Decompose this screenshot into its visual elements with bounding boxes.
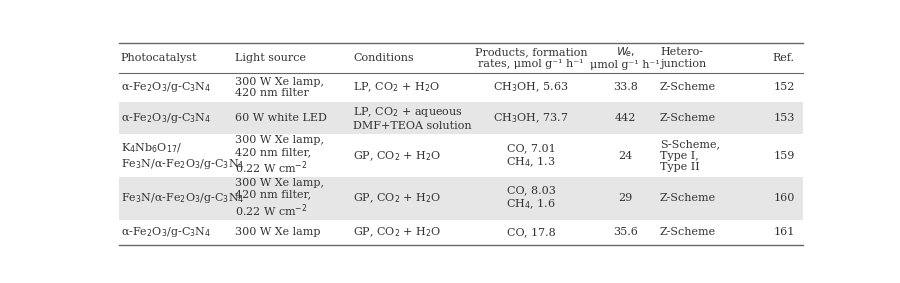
Text: 159: 159	[773, 151, 795, 161]
Text: 153: 153	[773, 113, 795, 123]
Text: Z-Scheme: Z-Scheme	[660, 193, 716, 203]
Text: Z-Scheme: Z-Scheme	[660, 228, 716, 237]
Text: Photocatalyst: Photocatalyst	[121, 53, 197, 63]
Text: α-Fe$_2$O$_3$/g-C$_3$N$_4$: α-Fe$_2$O$_3$/g-C$_3$N$_4$	[121, 226, 212, 239]
Text: 152: 152	[773, 82, 795, 93]
Bar	[120, 102, 803, 134]
Bar	[120, 177, 803, 220]
Text: 29: 29	[618, 193, 633, 203]
Text: LP, CO$_2$ + aqueous
DMF+TEOA solution: LP, CO$_2$ + aqueous DMF+TEOA solution	[353, 106, 472, 131]
Text: CO, 8.03
CH$_4$, 1.6: CO, 8.03 CH$_4$, 1.6	[506, 186, 556, 211]
Text: 35.6: 35.6	[613, 228, 637, 237]
Text: 24: 24	[618, 151, 633, 161]
Text: 161: 161	[773, 228, 795, 237]
Text: 60 W white LED: 60 W white LED	[235, 113, 327, 123]
Text: GP, CO$_2$ + H$_2$O: GP, CO$_2$ + H$_2$O	[353, 226, 442, 239]
Text: 33.8: 33.8	[613, 82, 637, 93]
Text: Products, formation
rates, μmol g⁻¹ h⁻¹: Products, formation rates, μmol g⁻¹ h⁻¹	[474, 47, 588, 68]
Text: Z-Scheme: Z-Scheme	[660, 82, 716, 93]
Text: $\mathit{W}_{\!\mathit{e}},$
μmol g⁻¹ h⁻¹: $\mathit{W}_{\!\mathit{e}},$ μmol g⁻¹ h⁻…	[590, 45, 660, 70]
Text: CO, 7.01
CH$_4$, 1.3: CO, 7.01 CH$_4$, 1.3	[506, 143, 556, 169]
Text: CO, 17.8: CO, 17.8	[507, 228, 555, 237]
Text: 442: 442	[615, 113, 635, 123]
Text: CH$_3$OH, 5.63: CH$_3$OH, 5.63	[493, 81, 569, 94]
Text: Conditions: Conditions	[353, 53, 414, 63]
Text: GP, CO$_2$ + H$_2$O: GP, CO$_2$ + H$_2$O	[353, 192, 442, 205]
Text: LP, CO$_2$ + H$_2$O: LP, CO$_2$ + H$_2$O	[353, 81, 440, 94]
Text: GP, CO$_2$ + H$_2$O: GP, CO$_2$ + H$_2$O	[353, 149, 442, 162]
Text: 300 W Xe lamp: 300 W Xe lamp	[235, 228, 320, 237]
Text: α-Fe$_2$O$_3$/g-C$_3$N$_4$: α-Fe$_2$O$_3$/g-C$_3$N$_4$	[121, 111, 212, 125]
Text: S-Scheme,
Type I,
Type II: S-Scheme, Type I, Type II	[660, 139, 720, 172]
Text: K$_4$Nb$_6$O$_{17}$/
Fe$_3$N/α-Fe$_2$O$_3$/g-C$_3$N$_4$: K$_4$Nb$_6$O$_{17}$/ Fe$_3$N/α-Fe$_2$O$_…	[121, 141, 244, 171]
Text: Light source: Light source	[235, 53, 306, 63]
Text: Fe$_3$N/α-Fe$_2$O$_3$/g-C$_3$N$_4$: Fe$_3$N/α-Fe$_2$O$_3$/g-C$_3$N$_4$	[121, 191, 244, 205]
Text: 160: 160	[773, 193, 795, 203]
Text: α-Fe$_2$O$_3$/g-C$_3$N$_4$: α-Fe$_2$O$_3$/g-C$_3$N$_4$	[121, 80, 212, 95]
Text: 300 W Xe lamp,
420 nm filter: 300 W Xe lamp, 420 nm filter	[235, 77, 324, 98]
Text: Ref.: Ref.	[773, 53, 795, 63]
Text: Z-Scheme: Z-Scheme	[660, 113, 716, 123]
Text: 300 W Xe lamp,
420 nm filter,
0.22 W cm$^{-2}$: 300 W Xe lamp, 420 nm filter, 0.22 W cm$…	[235, 135, 324, 176]
Text: CH$_3$OH, 73.7: CH$_3$OH, 73.7	[493, 112, 569, 125]
Text: 300 W Xe lamp,
420 nm filter,
0.22 W cm$^{-2}$: 300 W Xe lamp, 420 nm filter, 0.22 W cm$…	[235, 178, 324, 219]
Text: Hetero-
junction: Hetero- junction	[660, 47, 706, 68]
